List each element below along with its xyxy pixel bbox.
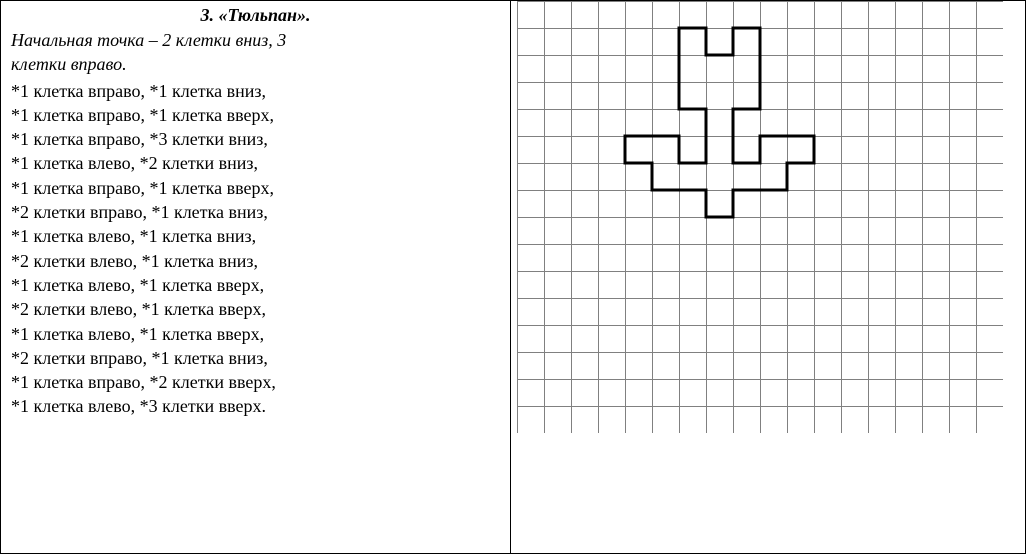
step-line: *1 клетка вправо, *1 клетка вниз,	[11, 79, 500, 103]
subtitle-line: клетки вправо.	[11, 54, 127, 74]
step-line: *1 клетка вправо, *3 клетки вниз,	[11, 127, 500, 151]
grid-column	[511, 1, 1025, 553]
step-line: *1 клетка влево, *1 клетка вверх,	[11, 322, 500, 346]
exercise-page: 3. «Тюльпан». Начальная точка – 2 клетки…	[0, 0, 1026, 554]
step-line: *1 клетка вправо, *1 клетка вверх,	[11, 103, 500, 127]
step-line: *1 клетка влево, *3 клетки вверх.	[11, 394, 500, 418]
step-line: *2 клетки вправо, *1 клетка вниз,	[11, 200, 500, 224]
step-line: *1 клетка вправо, *1 клетка вверх,	[11, 176, 500, 200]
step-line: *1 клетка влево, *1 клетка вниз,	[11, 224, 500, 248]
step-line: *1 клетка влево, *2 клетки вниз,	[11, 151, 500, 175]
start-point-description: Начальная точка – 2 клетки вниз, 3 клетк…	[11, 28, 500, 77]
grid-drawing	[517, 1, 1003, 433]
step-line: *1 клетка вправо, *2 клетки вверх,	[11, 370, 500, 394]
step-line: *2 клетки влево, *1 клетка вниз,	[11, 249, 500, 273]
instructions-column: 3. «Тюльпан». Начальная точка – 2 клетки…	[1, 1, 511, 553]
step-line: *1 клетка влево, *1 клетка вверх,	[11, 273, 500, 297]
exercise-title: 3. «Тюльпан».	[11, 5, 500, 26]
steps-list: *1 клетка вправо, *1 клетка вниз,*1 клет…	[11, 79, 500, 419]
step-line: *2 клетки вправо, *1 клетка вниз,	[11, 346, 500, 370]
subtitle-line: Начальная точка – 2 клетки вниз, 3	[11, 30, 286, 50]
step-line: *2 клетки влево, *1 клетка вверх,	[11, 297, 500, 321]
